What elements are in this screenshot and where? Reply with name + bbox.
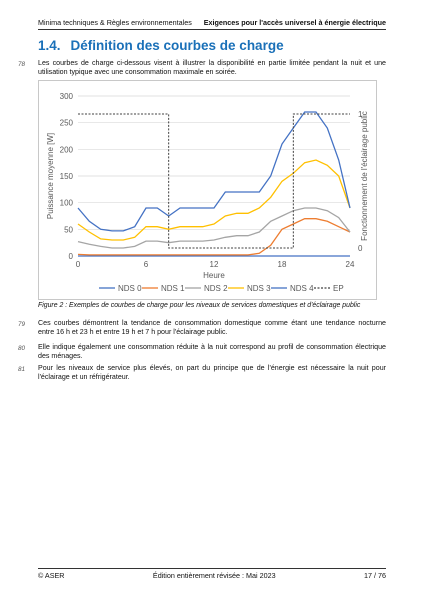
header-left: Minima techniques & Règles environnement… (38, 18, 192, 27)
legend-label: NDS 0 (118, 284, 142, 293)
y-tick-label: 150 (60, 172, 74, 181)
y-tick-label: 200 (60, 145, 74, 154)
y-tick-label: 50 (64, 225, 73, 234)
legend-label: NDS 1 (161, 284, 185, 293)
y-tick-label: 300 (60, 92, 74, 101)
x-tick-label: 12 (210, 260, 219, 269)
x-tick-label: 18 (278, 260, 287, 269)
paragraph: Ces courbes démontrent la tendance de co… (38, 319, 386, 337)
y-axis-label: Puissance moyenne [W] (46, 133, 55, 219)
paragraph-number: 80 (18, 345, 26, 352)
section-title: 1.4. Définition des courbes de charge (38, 38, 284, 53)
x-axis-label: Heure (203, 271, 225, 280)
header-right: Exigences pour l'accès universel à énerg… (203, 18, 386, 27)
paragraph: Pour les niveaux de service plus élevés,… (38, 364, 386, 382)
legend-label: EP (333, 284, 344, 293)
series-line-nds-4 (77, 111, 351, 232)
footer-left: © ASER (38, 571, 65, 580)
series-line-ep (78, 113, 350, 249)
page-header: Minima techniques & Règles environnement… (38, 15, 386, 30)
load-curve-chart: 0 50 100 150 200 250 300 0 6 12 18 24 0 1 Heure Puissan… (38, 80, 377, 300)
legend-label: NDS 4 (290, 284, 314, 293)
page-number: 17 / 76 (364, 571, 386, 580)
footer-center: Édition entièrement révisée : Mai 2023 (152, 571, 276, 580)
y-tick-label: 250 (60, 119, 74, 128)
x-tick-label: 6 (144, 260, 149, 269)
legend-label: NDS 3 (247, 284, 271, 293)
figure-caption: Figure 2 : Exemples de courbes de charge… (38, 302, 361, 309)
y2-tick-label: 1 (358, 110, 363, 119)
x-tick-label: 24 (346, 260, 355, 269)
legend-label: NDS 2 (204, 284, 228, 293)
page-footer: © ASER Édition entièrement révisée : Mai… (38, 568, 386, 583)
section-number: 1.4. (38, 38, 61, 53)
paragraph-number: 78 (18, 61, 26, 68)
paragraph: Les courbes de charge ci-dessous visent … (38, 59, 386, 77)
series-line-nds-1 (77, 218, 351, 256)
paragraph-number: 81 (18, 366, 26, 373)
y2-tick-label: 0 (358, 244, 363, 253)
series-line-nds-2 (77, 207, 351, 249)
paragraph-number: 79 (18, 321, 26, 328)
y-tick-label: 0 (69, 252, 74, 261)
x-tick-label: 0 (76, 260, 81, 269)
series-line-nds-3 (77, 159, 351, 241)
section-title-text: Définition des courbes de charge (70, 38, 284, 53)
y-tick-label: 100 (60, 199, 74, 208)
paragraph: Elle indique également une consommation … (38, 343, 386, 361)
y2-axis-label: Fonctionnement de l'éclairage public (360, 111, 369, 241)
